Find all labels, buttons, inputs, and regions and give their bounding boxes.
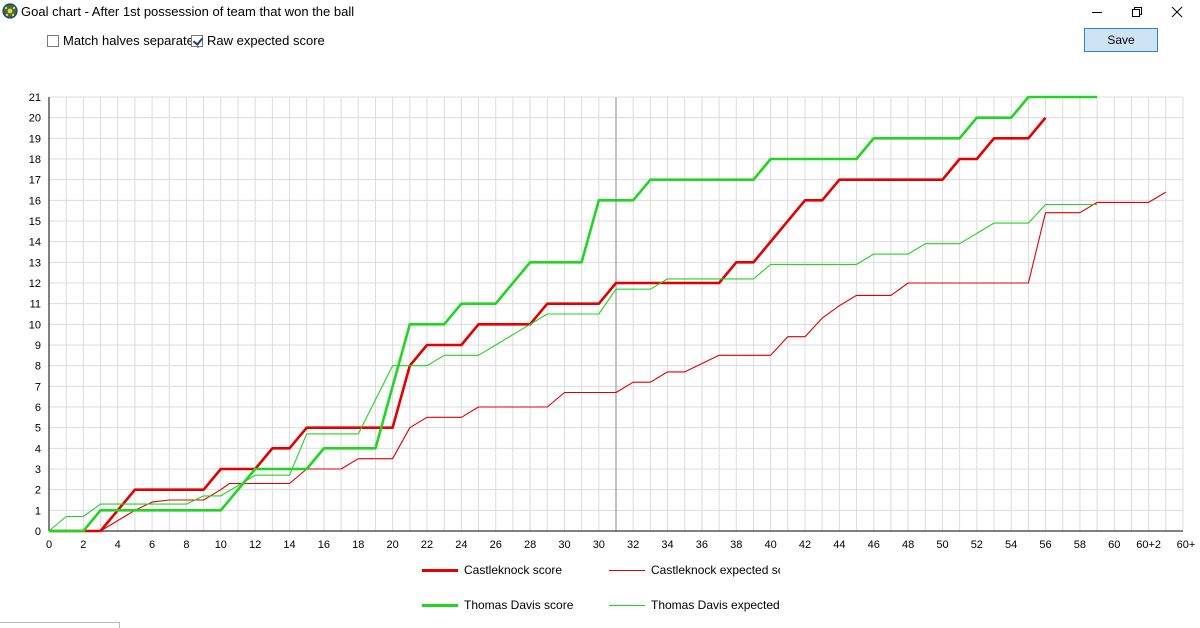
y-tick-label: 9 xyxy=(35,340,41,352)
y-tick-label: 19 xyxy=(29,133,41,145)
y-tick-label: 18 xyxy=(29,154,41,166)
x-tick-label: 36 xyxy=(696,539,708,551)
y-tick-label: 1 xyxy=(35,505,41,517)
raw-option[interactable]: Raw expected score xyxy=(191,33,325,48)
legend-castleknock-score: Castleknock score xyxy=(422,563,592,577)
y-tick-label: 6 xyxy=(35,402,41,414)
y-tick-label: 16 xyxy=(29,195,41,207)
title-bar: Goal chart - After 1st possession of tea… xyxy=(0,0,1200,26)
x-tick-label: 54 xyxy=(1005,539,1017,551)
halves-label: Match halves separately xyxy=(63,33,204,48)
y-tick-label: 5 xyxy=(35,423,41,435)
window-title: Goal chart - After 1st possession of tea… xyxy=(21,4,355,19)
x-tick-label: 60+2 xyxy=(1136,539,1161,551)
legend-swatch xyxy=(609,604,645,606)
y-tick-label: 21 xyxy=(29,92,41,104)
y-tick-label: 17 xyxy=(29,175,41,187)
x-tick-label: 14 xyxy=(283,539,295,551)
x-tick-label: 32 xyxy=(627,539,639,551)
legend-thomas-davis-expected: Thomas Davis expected sc xyxy=(609,598,780,612)
options-bar: Match halves separately Raw expected sco… xyxy=(0,30,700,52)
x-tick-label: 58 xyxy=(1074,539,1086,551)
x-tick-label: 10 xyxy=(215,539,227,551)
halves-option[interactable]: Match halves separately xyxy=(47,33,203,48)
x-tick-label: 30 xyxy=(558,539,570,551)
x-tick-label: 20 xyxy=(387,539,399,551)
raw-label: Raw expected score xyxy=(207,33,325,48)
x-tick-label: 16 xyxy=(318,539,330,551)
legend-swatch xyxy=(422,603,458,607)
x-tick-label: 38 xyxy=(730,539,742,551)
y-tick-label: 13 xyxy=(29,257,41,269)
series-line xyxy=(49,95,1098,533)
x-tick-label: 12 xyxy=(249,539,261,551)
status-strip xyxy=(0,622,120,628)
x-tick-label: 6 xyxy=(149,539,155,551)
x-tick-label: 60+ xyxy=(1177,539,1196,551)
legend-label: Castleknock score xyxy=(464,563,563,577)
x-tick-label: 40 xyxy=(765,539,777,551)
save-button[interactable]: Save xyxy=(1084,28,1158,52)
x-tick-label: 34 xyxy=(661,539,673,551)
minimize-button[interactable] xyxy=(1074,0,1120,24)
legend-label: Castleknock expected scor xyxy=(651,563,780,577)
y-tick-label: 7 xyxy=(35,381,41,393)
close-button[interactable] xyxy=(1154,0,1200,24)
legend-label: Thomas Davis score xyxy=(464,598,574,612)
x-tick-label: 56 xyxy=(1039,539,1051,551)
x-tick-label: 48 xyxy=(902,539,914,551)
x-tick-label: 28 xyxy=(524,539,536,551)
x-tick-label: 22 xyxy=(421,539,433,551)
close-icon xyxy=(1171,6,1183,18)
x-tick-label: 2 xyxy=(80,539,86,551)
restore-icon xyxy=(1132,7,1142,17)
y-tick-label: 3 xyxy=(35,464,41,476)
y-tick-label: 20 xyxy=(29,113,41,125)
y-tick-label: 2 xyxy=(35,485,41,497)
legend-swatch xyxy=(609,569,645,571)
x-tick-label: 46 xyxy=(868,539,880,551)
y-tick-label: 8 xyxy=(35,361,41,373)
series-line xyxy=(48,203,1098,532)
y-tick-label: 15 xyxy=(29,216,41,228)
x-tick-label: 50 xyxy=(936,539,948,551)
y-tick-label: 10 xyxy=(29,319,41,331)
x-tick-label: 0 xyxy=(46,539,52,551)
y-tick-label: 12 xyxy=(29,278,41,290)
y-tick-label: 11 xyxy=(30,299,41,311)
x-tick-label: 18 xyxy=(352,539,364,551)
y-tick-label: 4 xyxy=(35,443,41,455)
series-line xyxy=(49,116,1047,533)
x-tick-label: 24 xyxy=(455,539,467,551)
restore-button[interactable] xyxy=(1114,0,1160,24)
raw-checkbox[interactable] xyxy=(191,34,203,47)
x-tick-label: 52 xyxy=(971,539,983,551)
series-line xyxy=(49,191,1167,532)
x-tick-label: 4 xyxy=(115,539,121,551)
halves-checkbox[interactable] xyxy=(47,34,59,47)
x-tick-label: 60 xyxy=(1108,539,1120,551)
y-tick-label: 14 xyxy=(29,237,41,249)
x-tick-label: 30 xyxy=(593,539,605,551)
soccer-ball-icon xyxy=(2,3,18,19)
x-tick-label: 26 xyxy=(490,539,502,551)
x-tick-label: 8 xyxy=(183,539,189,551)
legend-label: Thomas Davis expected sc xyxy=(651,598,780,612)
legend-castleknock-expected: Castleknock expected scor xyxy=(609,563,780,577)
y-tick-label: 0 xyxy=(35,526,41,538)
legend-swatch xyxy=(422,568,458,572)
x-tick-label: 44 xyxy=(833,539,845,551)
minimize-icon xyxy=(1092,12,1102,13)
legend-thomas-davis-score: Thomas Davis score xyxy=(422,598,592,612)
x-tick-label: 42 xyxy=(799,539,811,551)
